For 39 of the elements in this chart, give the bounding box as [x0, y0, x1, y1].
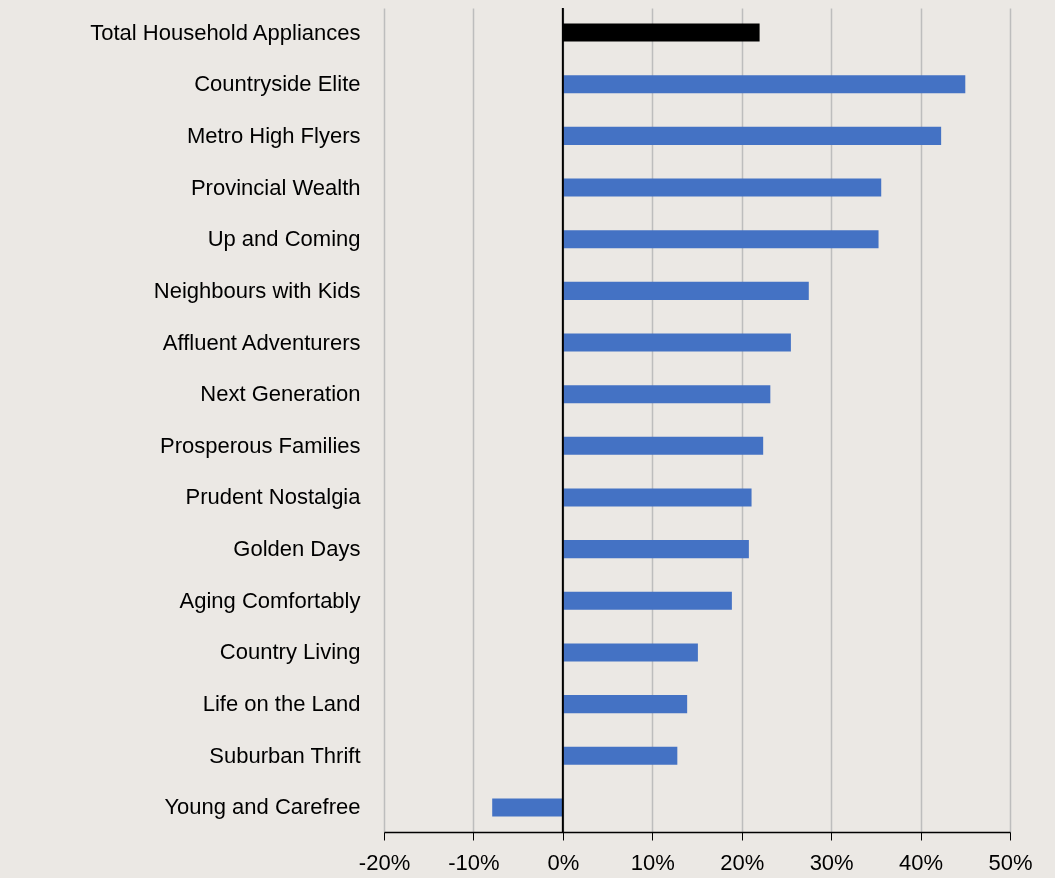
bar — [562, 695, 688, 714]
bar — [562, 75, 966, 94]
y-tick-label: Country Living — [219, 639, 361, 665]
y-tick-label: Life on the Land — [202, 691, 361, 717]
y-tick-label: Prosperous Families — [159, 432, 361, 458]
bar — [562, 746, 678, 765]
x-tick-label: 10% — [630, 849, 675, 875]
y-tick-label: Suburban Thrift — [209, 742, 361, 768]
bar — [562, 385, 771, 404]
x-tick-label: 50% — [988, 849, 1033, 875]
x-tick-label: -10% — [448, 849, 500, 875]
bar — [562, 436, 764, 455]
bar — [562, 126, 942, 145]
y-tick-label: Aging Comfortably — [179, 587, 361, 613]
y-tick-label: Golden Days — [233, 536, 361, 562]
y-tick-label: Next Generation — [200, 381, 361, 407]
y-tick-label: Metro High Flyers — [186, 122, 361, 148]
bar — [562, 178, 882, 197]
y-tick-label: Provincial Wealth — [190, 174, 361, 200]
x-tick-label: -20% — [358, 849, 411, 875]
y-tick-label: Young and Carefree — [164, 794, 361, 820]
bar — [562, 488, 752, 507]
y-tick-label: Affluent Adventurers — [162, 329, 361, 355]
x-tick-label: 40% — [899, 849, 944, 875]
bar — [492, 798, 563, 817]
x-tick-label: 20% — [720, 849, 765, 875]
bar — [562, 333, 791, 352]
x-tick-label: 0% — [547, 849, 580, 875]
y-tick-label: Up and Coming — [207, 226, 361, 252]
bar — [562, 643, 698, 662]
y-tick-label: Countryside Elite — [194, 71, 361, 97]
bar — [562, 591, 732, 610]
bar — [562, 281, 809, 300]
x-tick-label: 30% — [809, 849, 854, 875]
bar — [562, 230, 879, 249]
y-tick-label: Neighbours with Kids — [153, 277, 361, 303]
y-tick-label: Prudent Nostalgia — [185, 484, 362, 510]
bar — [562, 540, 749, 559]
y-tick-label: Total Household Appliances — [90, 19, 361, 45]
